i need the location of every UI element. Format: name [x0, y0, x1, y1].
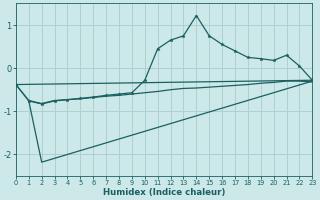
X-axis label: Humidex (Indice chaleur): Humidex (Indice chaleur) [103, 188, 225, 197]
